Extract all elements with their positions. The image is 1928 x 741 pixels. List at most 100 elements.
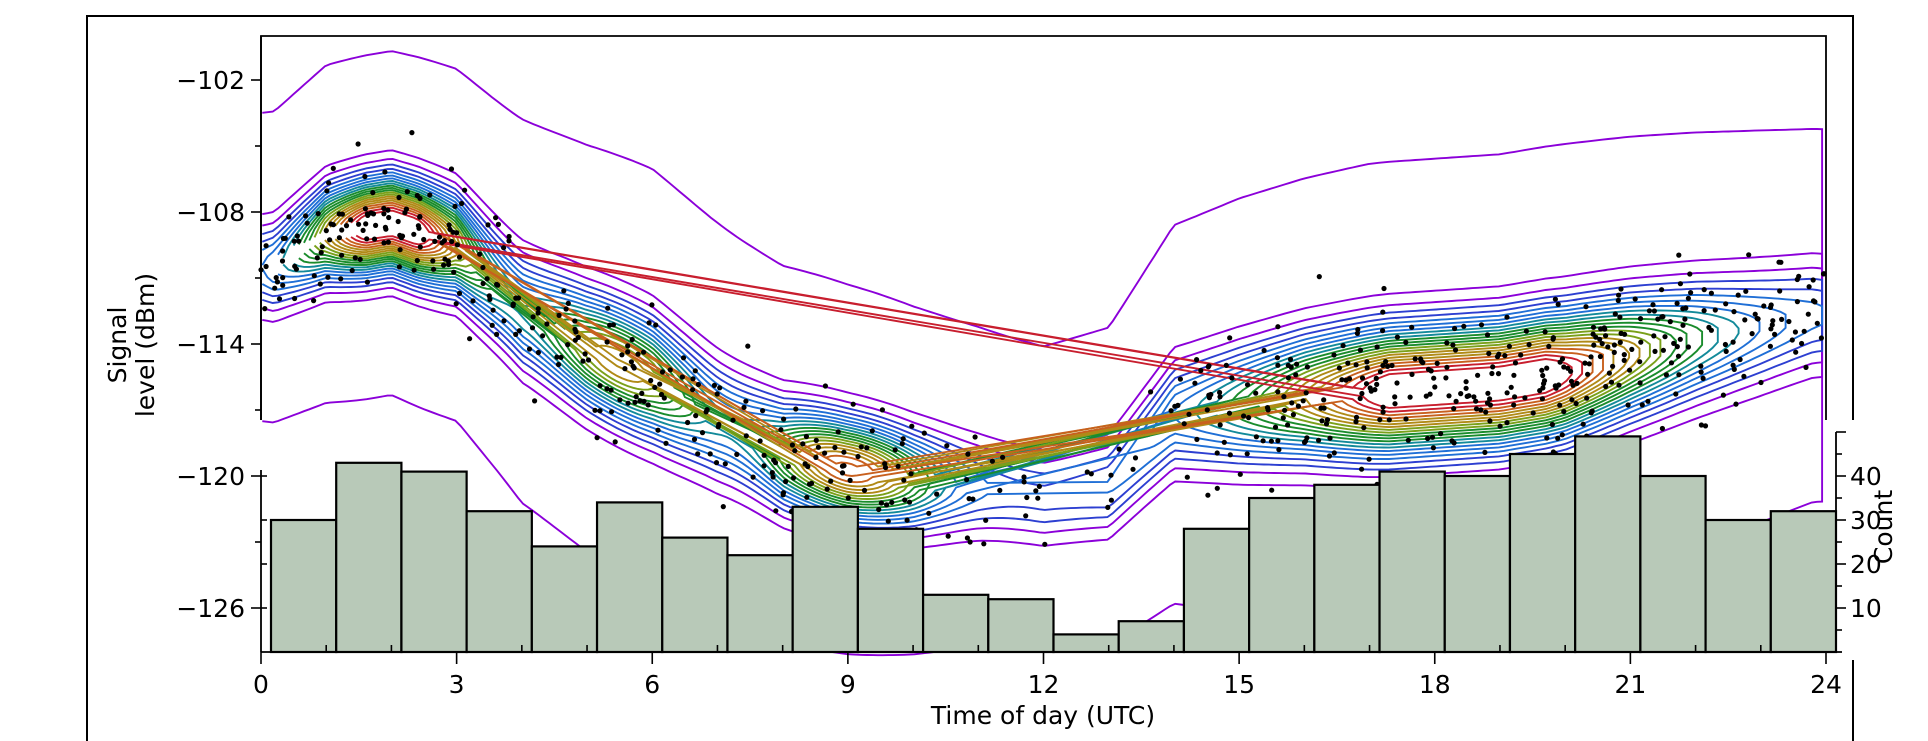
histogram-bar [1182,527,1251,654]
data-point [1275,389,1281,395]
data-point [800,441,806,447]
data-point [858,444,864,450]
data-point [397,232,403,238]
histogram-bar [1248,496,1316,654]
data-point [1175,402,1181,408]
histogram-bar [1639,474,1707,654]
data-point [1608,379,1615,385]
data-point [446,261,452,268]
data-point [1677,281,1683,287]
data-point [1539,367,1545,373]
data-point [608,387,614,393]
histogram-bars [269,435,1838,654]
data-point [454,230,460,236]
data-point [652,384,658,390]
histogram-bar [987,598,1055,654]
data-point [1392,394,1398,400]
data-point [1541,378,1548,384]
data-point [417,244,423,250]
data-point [802,461,808,467]
data-point [381,211,387,217]
data-point [1463,385,1469,391]
data-point [343,223,350,229]
data-point [395,218,401,225]
data-point [317,281,323,287]
histogram-bar [400,470,468,654]
data-point [743,398,749,404]
data-point [839,470,846,476]
data-point [1574,380,1580,386]
data-point [1345,360,1351,366]
data-point [506,233,512,240]
data-point [1814,320,1820,326]
data-point [1108,472,1114,478]
data-point [625,349,631,355]
data-point [431,266,437,272]
data-point [1336,365,1342,371]
data-point [1597,336,1603,342]
data-point [328,221,334,227]
data-point [411,267,417,273]
data-point [1253,434,1259,440]
data-point [385,207,391,213]
data-point [1274,355,1280,361]
data-point [1818,335,1824,341]
data-point [901,477,907,483]
data-point [926,510,932,516]
data-point [1723,301,1729,307]
data-point [657,381,663,387]
data-point [610,322,617,328]
data-point [1502,353,1508,359]
data-point [1504,420,1510,426]
data-point [1616,382,1622,388]
data-point [563,306,569,312]
data-point [1555,435,1561,441]
data-point [869,428,875,434]
data-point [1539,396,1545,402]
data-point [1357,395,1363,402]
data-point [501,245,507,251]
data-point [1340,343,1346,349]
data-point [1599,341,1605,347]
data-point [1227,452,1233,458]
data-point [771,457,777,463]
data-point [1192,380,1198,386]
data-point [713,460,720,466]
data-point [451,269,457,275]
data-point [1655,316,1661,322]
data-point [336,211,342,217]
data-point [1612,311,1618,317]
data-point [1561,408,1567,415]
data-point [1483,409,1489,415]
data-point [815,444,822,450]
data-point [841,463,847,469]
data-point [1331,352,1337,358]
histogram-bar [1704,518,1772,654]
data-point [1712,307,1718,313]
data-point [1639,402,1645,408]
histogram-bar [726,554,794,654]
data-point [441,262,447,268]
data-point [1319,418,1325,424]
data-point [1253,390,1259,396]
data-point [711,382,718,388]
data-point [280,248,286,254]
data-point [637,398,643,404]
data-point [1217,394,1223,400]
data-point [382,169,388,175]
data-point [1743,288,1749,294]
data-point [1632,296,1638,302]
data-point [1557,402,1563,408]
data-point [314,255,320,261]
data-point [1316,274,1322,280]
data-point [1354,330,1360,336]
data-point [1331,450,1337,456]
data-point [964,477,970,483]
data-point [625,400,631,406]
data-point [760,408,766,414]
data-point [280,235,286,242]
data-point [1683,305,1689,311]
data-point [1583,304,1589,310]
data-point [339,227,345,233]
data-point [1264,405,1271,411]
